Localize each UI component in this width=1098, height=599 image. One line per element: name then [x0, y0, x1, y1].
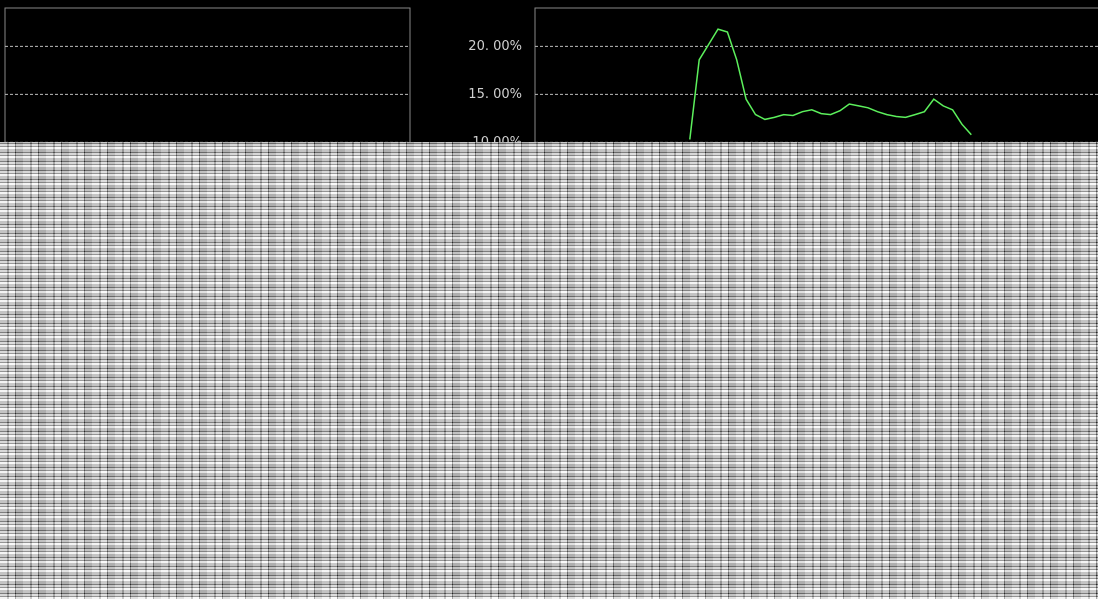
- right-panel: [534, 7, 1098, 149]
- y-tick-label: 20. 00%: [468, 39, 522, 54]
- y-tick-label: 15. 00%: [468, 87, 522, 102]
- data-line: [689, 28, 972, 140]
- left-panel: [4, 7, 411, 149]
- corrupted-area: [0, 142, 1098, 599]
